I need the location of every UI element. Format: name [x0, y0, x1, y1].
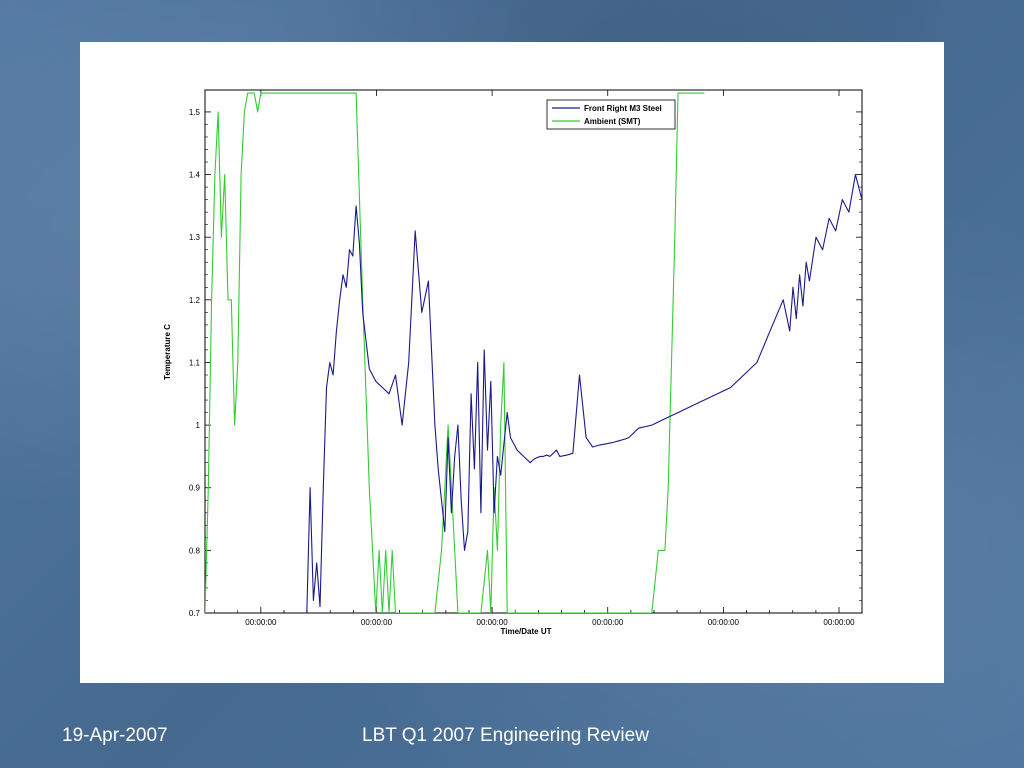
x-tick-label: 00:00:00 — [708, 618, 740, 627]
x-axis: 00:00:00 00:00:00 00:00:00 00:00:00 00:00:00… — [214, 90, 855, 627]
y-axis: 0.7 0.8 0.9 1 1.1 1.2 1.3 1.4 1.5 — [189, 108, 862, 618]
y-tick-label: 1.3 — [189, 233, 201, 242]
y-axis-label: Temperature C — [163, 324, 172, 380]
y-tick-label: 0.8 — [189, 546, 201, 555]
legend-box — [546, 99, 676, 130]
x-tick-label: 00:00:00 — [361, 618, 393, 627]
plot-frame — [204, 89, 863, 614]
series-layer — [205, 92, 862, 613]
x-tick-label: 00:00:00 — [592, 618, 624, 627]
footer-title: LBT Q1 2007 Engineering Review — [362, 725, 649, 746]
y-tick-label: 0.7 — [189, 609, 201, 618]
series-ambient-smt-line — [205, 92, 705, 613]
y-tick-label: 0.9 — [189, 484, 201, 493]
x-tick-label: 00:00:00 — [823, 618, 855, 627]
legend-label-series-1: Front Right M3 Steel — [584, 104, 662, 113]
y-tick-label: 1.2 — [189, 296, 201, 305]
footer-date: 19-Apr-2007 — [62, 725, 168, 746]
y-tick-label: 1.1 — [189, 358, 201, 367]
series-front-right-m3-steel-line — [306, 174, 862, 613]
chart-panel: 0.7 0.8 0.9 1 1.1 1.2 1.3 1.4 1.5 00:00:00 00:00:… — [80, 42, 944, 683]
y-tick-label: 1.5 — [189, 108, 201, 117]
legend-label-series-2: Ambient (SMT) — [584, 117, 641, 126]
x-tick-label: 00:00:00 — [477, 618, 509, 627]
y-tick-label: 1.4 — [189, 171, 201, 180]
temperature-chart: 0.70.80.911.11.21.31.41.5 00:00:00 00:00:… — [163, 89, 863, 636]
y-tick-label: 1 — [196, 421, 201, 430]
legend: Front Right M3 Steel Ambient (SMT) — [546, 99, 676, 130]
x-tick-label: 00:00:00 — [245, 618, 277, 627]
x-axis-label: Time/Date UT — [501, 627, 552, 636]
